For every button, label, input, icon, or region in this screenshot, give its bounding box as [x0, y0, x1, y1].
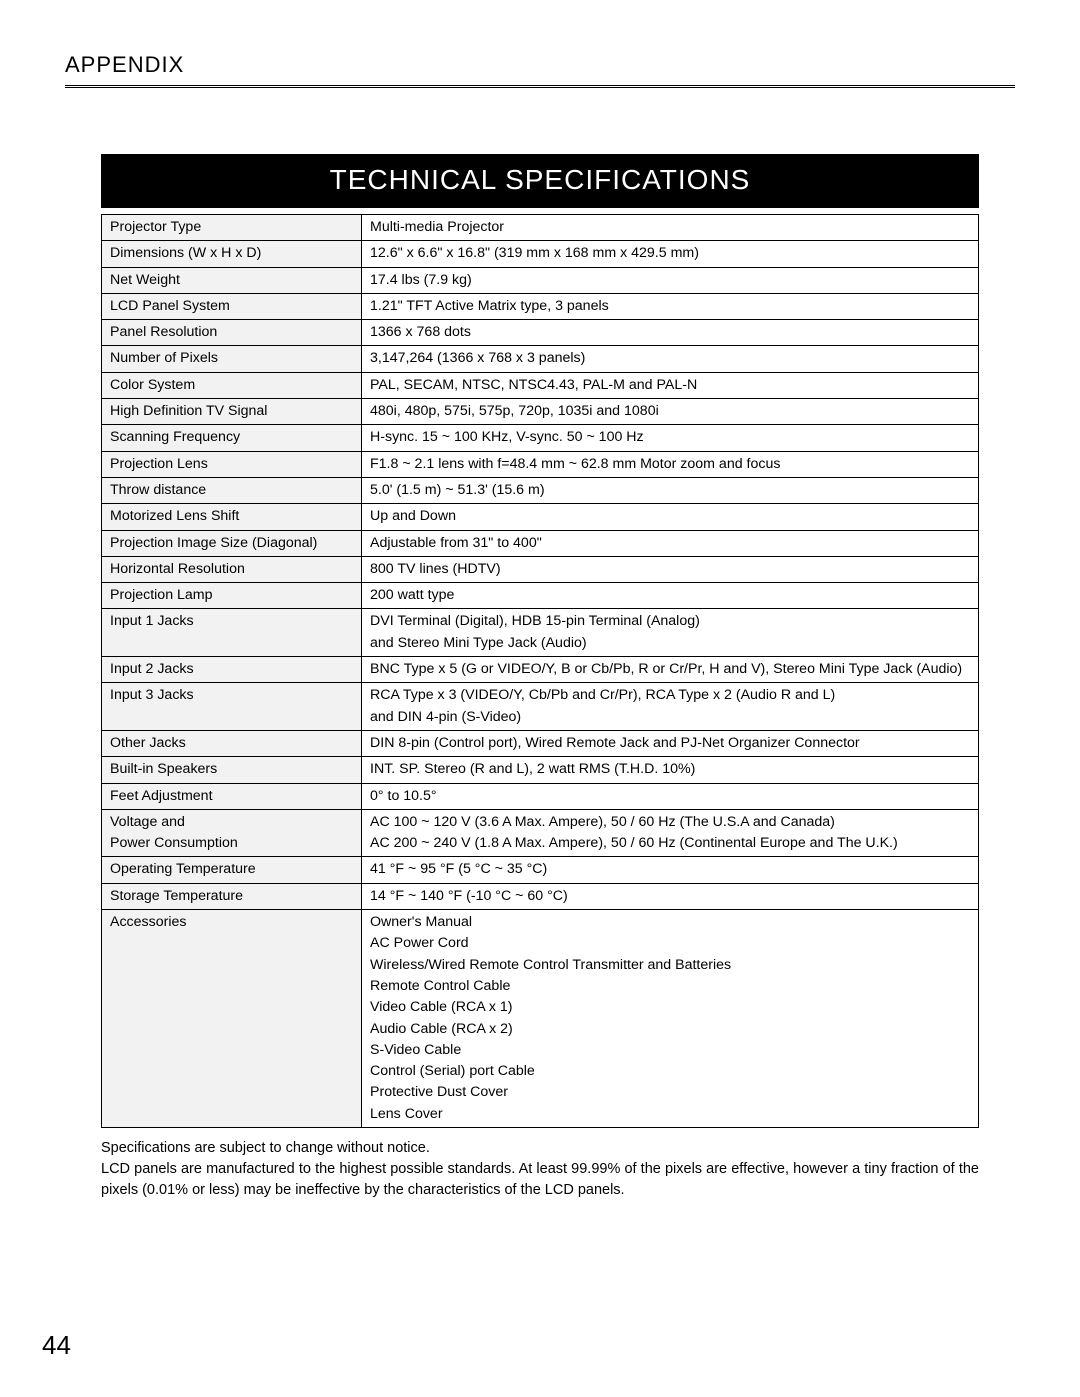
- spec-value: Multi-media Projector: [362, 215, 979, 241]
- table-row: Input 2 JacksBNC Type x 5 (G or VIDEO/Y,…: [102, 657, 979, 683]
- spec-label: Scanning Frequency: [102, 425, 362, 451]
- table-row: Throw distance5.0' (1.5 m) ~ 51.3' (15.6…: [102, 477, 979, 503]
- page-number: 44: [42, 1330, 71, 1361]
- table-row: Projector TypeMulti-media Projector: [102, 215, 979, 241]
- spec-label: Motorized Lens Shift: [102, 504, 362, 530]
- table-row: Horizontal Resolution800 TV lines (HDTV): [102, 556, 979, 582]
- spec-value: 0° to 10.5°: [362, 783, 979, 809]
- table-row: Number of Pixels3,147,264 (1366 x 768 x …: [102, 346, 979, 372]
- spec-label: Input 1 Jacks: [102, 609, 362, 657]
- table-row: Feet Adjustment0° to 10.5°: [102, 783, 979, 809]
- spec-label: Accessories: [102, 910, 362, 1128]
- title-bar: TECHNICAL SPECIFICATIONS: [101, 154, 979, 208]
- spec-label: Color System: [102, 372, 362, 398]
- spec-value: Up and Down: [362, 504, 979, 530]
- spec-table: Projector TypeMulti-media ProjectorDimen…: [101, 214, 979, 1128]
- spec-label: Storage Temperature: [102, 883, 362, 909]
- spec-label: Panel Resolution: [102, 320, 362, 346]
- table-row: Scanning FrequencyH-sync. 15 ~ 100 KHz, …: [102, 425, 979, 451]
- table-row: Projection LensF1.8 ~ 2.1 lens with f=48…: [102, 451, 979, 477]
- table-row: Color SystemPAL, SECAM, NTSC, NTSC4.43, …: [102, 372, 979, 398]
- spec-label: Projector Type: [102, 215, 362, 241]
- notes-line-2: LCD panels are manufactured to the highe…: [101, 1159, 979, 1201]
- page-container: APPENDIX TECHNICAL SPECIFICATIONS Projec…: [0, 0, 1080, 1397]
- spec-value: DVI Terminal (Digital), HDB 15-pin Termi…: [362, 609, 979, 657]
- spec-label: Feet Adjustment: [102, 783, 362, 809]
- table-row: AccessoriesOwner's Manual AC Power Cord …: [102, 910, 979, 1128]
- spec-label: Projection Lens: [102, 451, 362, 477]
- table-row: Voltage and Power ConsumptionAC 100 ~ 12…: [102, 809, 979, 857]
- spec-label: Number of Pixels: [102, 346, 362, 372]
- table-row: Built-in SpeakersINT. SP. Stereo (R and …: [102, 757, 979, 783]
- table-row: Operating Temperature41 °F ~ 95 °F (5 °C…: [102, 857, 979, 883]
- spec-value: 480i, 480p, 575i, 575p, 720p, 1035i and …: [362, 399, 979, 425]
- spec-value: 3,147,264 (1366 x 768 x 3 panels): [362, 346, 979, 372]
- spec-label: Projection Image Size (Diagonal): [102, 530, 362, 556]
- spec-value: 5.0' (1.5 m) ~ 51.3' (15.6 m): [362, 477, 979, 503]
- spec-label: Input 3 Jacks: [102, 683, 362, 731]
- table-row: Input 3 JacksRCA Type x 3 (VIDEO/Y, Cb/P…: [102, 683, 979, 731]
- table-row: Projection Lamp200 watt type: [102, 583, 979, 609]
- spec-value: H-sync. 15 ~ 100 KHz, V-sync. 50 ~ 100 H…: [362, 425, 979, 451]
- notes-line-1: Specifications are subject to change wit…: [101, 1138, 979, 1159]
- spec-value: 12.6" x 6.6" x 16.8" (319 mm x 168 mm x …: [362, 241, 979, 267]
- section-header: APPENDIX: [65, 52, 1015, 84]
- spec-value: 1366 x 768 dots: [362, 320, 979, 346]
- spec-value: Adjustable from 31" to 400": [362, 530, 979, 556]
- spec-value: AC 100 ~ 120 V (3.6 A Max. Ampere), 50 /…: [362, 809, 979, 857]
- spec-value: INT. SP. Stereo (R and L), 2 watt RMS (T…: [362, 757, 979, 783]
- spec-label: High Definition TV Signal: [102, 399, 362, 425]
- spec-value: RCA Type x 3 (VIDEO/Y, Cb/Pb and Cr/Pr),…: [362, 683, 979, 731]
- header-rule: [65, 85, 1015, 88]
- spec-value: 41 °F ~ 95 °F (5 °C ~ 35 °C): [362, 857, 979, 883]
- spec-value: BNC Type x 5 (G or VIDEO/Y, B or Cb/Pb, …: [362, 657, 979, 683]
- spec-value: Owner's Manual AC Power Cord Wireless/Wi…: [362, 910, 979, 1128]
- spec-label: Throw distance: [102, 477, 362, 503]
- table-row: LCD Panel System1.21" TFT Active Matrix …: [102, 293, 979, 319]
- spec-value: 1.21" TFT Active Matrix type, 3 panels: [362, 293, 979, 319]
- spec-label: Input 2 Jacks: [102, 657, 362, 683]
- notes-block: Specifications are subject to change wit…: [101, 1138, 979, 1201]
- table-row: Dimensions (W x H x D)12.6" x 6.6" x 16.…: [102, 241, 979, 267]
- table-row: Projection Image Size (Diagonal)Adjustab…: [102, 530, 979, 556]
- spec-label: Horizontal Resolution: [102, 556, 362, 582]
- spec-label: Built-in Speakers: [102, 757, 362, 783]
- spec-value: 14 °F ~ 140 °F (-10 °C ~ 60 °C): [362, 883, 979, 909]
- table-row: Net Weight17.4 lbs (7.9 kg): [102, 267, 979, 293]
- spec-label: Projection Lamp: [102, 583, 362, 609]
- spec-label: Voltage and Power Consumption: [102, 809, 362, 857]
- spec-label: Net Weight: [102, 267, 362, 293]
- spec-label: Other Jacks: [102, 730, 362, 756]
- spec-value: F1.8 ~ 2.1 lens with f=48.4 mm ~ 62.8 mm…: [362, 451, 979, 477]
- spec-value: 17.4 lbs (7.9 kg): [362, 267, 979, 293]
- spec-label: LCD Panel System: [102, 293, 362, 319]
- table-row: Input 1 JacksDVI Terminal (Digital), HDB…: [102, 609, 979, 657]
- spec-label: Dimensions (W x H x D): [102, 241, 362, 267]
- spec-label: Operating Temperature: [102, 857, 362, 883]
- table-row: Other JacksDIN 8-pin (Control port), Wir…: [102, 730, 979, 756]
- table-row: Motorized Lens ShiftUp and Down: [102, 504, 979, 530]
- table-row: High Definition TV Signal480i, 480p, 575…: [102, 399, 979, 425]
- spec-value: 800 TV lines (HDTV): [362, 556, 979, 582]
- spec-value: DIN 8-pin (Control port), Wired Remote J…: [362, 730, 979, 756]
- table-row: Panel Resolution1366 x 768 dots: [102, 320, 979, 346]
- spec-value: PAL, SECAM, NTSC, NTSC4.43, PAL-M and PA…: [362, 372, 979, 398]
- spec-value: 200 watt type: [362, 583, 979, 609]
- table-row: Storage Temperature14 °F ~ 140 °F (-10 °…: [102, 883, 979, 909]
